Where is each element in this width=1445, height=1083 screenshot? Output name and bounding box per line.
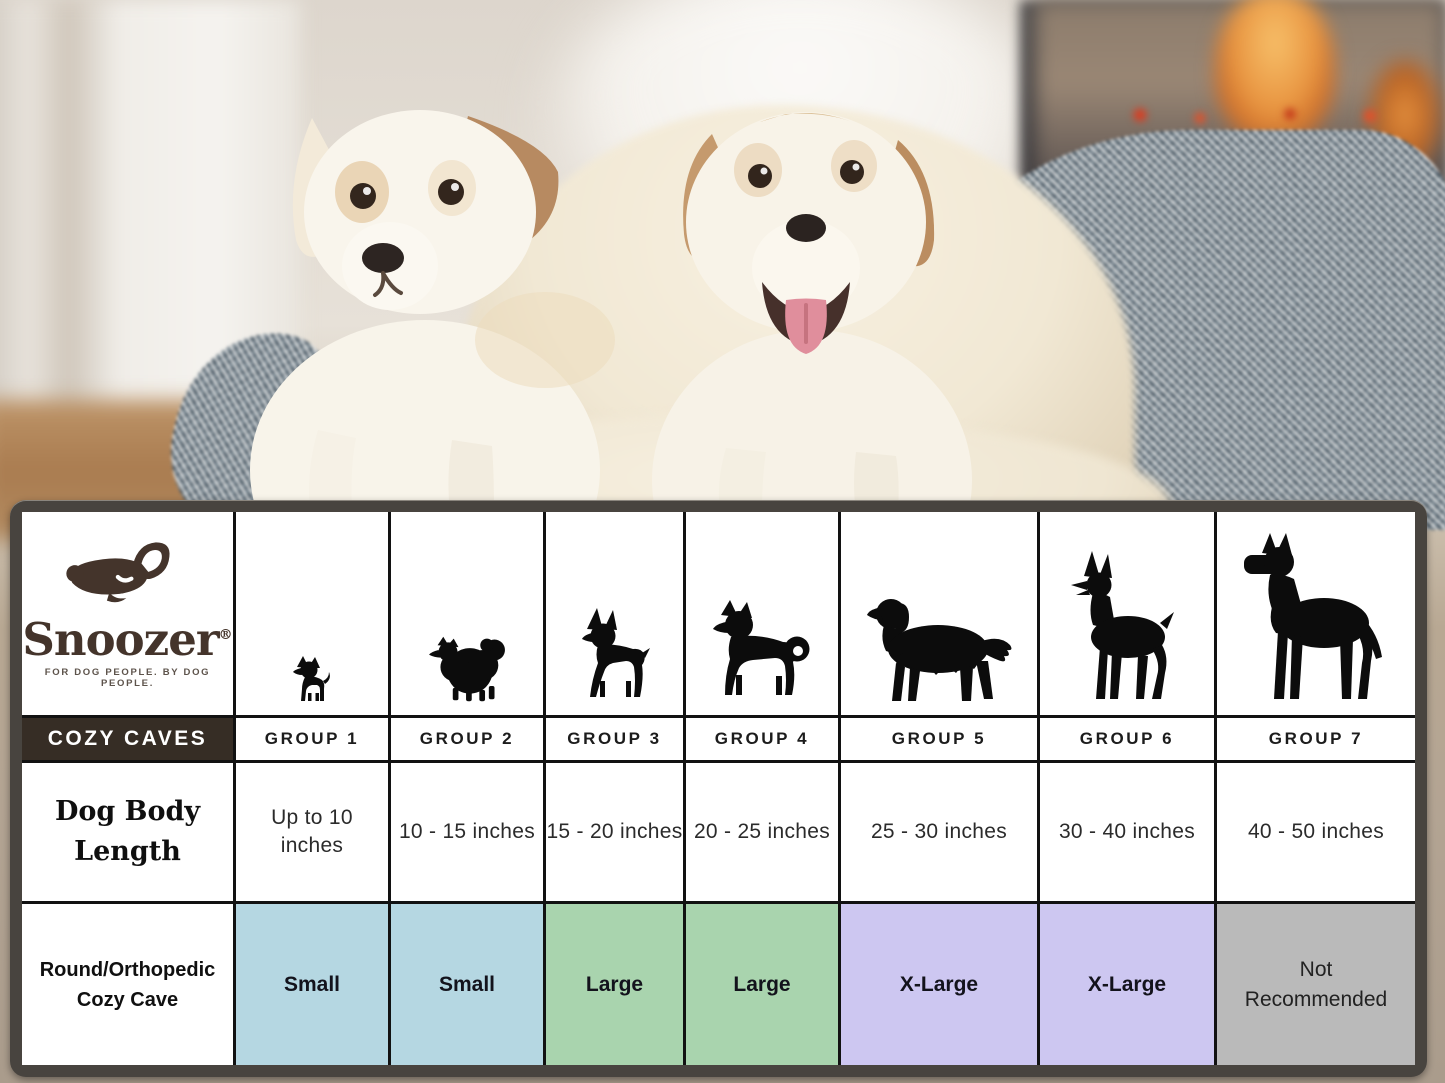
dog-cell-group-5 [841,512,1037,715]
dog-cell-group-7 [1217,512,1415,715]
size-group-5: X-Large [841,904,1037,1065]
body-length-group-2: 10 - 15 inches [391,763,543,901]
doberman-silhouette-icon [1071,551,1174,699]
brand-wordmark: Snoozer® [22,617,232,662]
body-length-group-4: 20 - 25 inches [686,763,838,901]
pomeranian-silhouette-icon [429,636,505,702]
right-dog-open-mouth [652,112,972,515]
body-length-group-5: 25 - 30 inches [841,763,1037,901]
body-length-value: Up to 10 inches [271,805,353,857]
dog-cell-group-3 [546,512,683,715]
dog-cell-group-2 [391,512,543,715]
size-group-3: Large [546,904,683,1065]
two-dogs-in-bed [250,110,972,515]
closed-eye [115,574,133,583]
row-label-dog-body-length: Dog Body Length [22,763,233,901]
group-1-header: GROUP 1 [236,718,388,760]
size-chart-grid: Snoozer® FOR DOG PEOPLE. BY DOG PEOPLE. [22,512,1415,1065]
size-group-2: Small [391,904,543,1065]
snoozer-dog-logo-icon [65,541,170,602]
size-chart: Snoozer® FOR DOG PEOPLE. BY DOG PEOPLE. [10,500,1427,1077]
brand-tagline: FOR DOG PEOPLE. BY DOG PEOPLE. [44,666,211,689]
series-header-cozy-caves: COZY CAVES [22,718,233,760]
left-dog [250,110,615,515]
chihuahua-silhouette-icon [293,656,330,701]
group-6-header: GROUP 6 [1040,718,1214,760]
golden-retriever-silhouette-icon [867,599,1012,701]
body-length-group-6: 30 - 40 inches [1040,763,1214,901]
body-length-group-1: Up to 10 inches [236,763,388,901]
dog-cell-group-4 [686,512,838,715]
dog-cell-group-1 [236,512,388,715]
size-group-6: X-Large [1040,904,1214,1065]
brand-name: Snoozer [22,612,219,666]
row-label-product: Round/Orthopedic Cozy Cave [22,904,233,1065]
group-3-header: GROUP 3 [546,718,683,760]
great-dane-silhouette-icon [1244,533,1382,699]
size-group-7: Not Recommended [1217,904,1415,1065]
group-4-header: GROUP 4 [686,718,838,760]
dog-cell-group-6 [1040,512,1214,715]
size-value: Not Recommended [1244,958,1388,1011]
shiba-inu-silhouette-icon [713,600,810,695]
group-5-header: GROUP 5 [841,718,1037,760]
group-7-header: GROUP 7 [1217,718,1415,760]
body-length-group-3: 15 - 20 inches [546,763,683,901]
registered-mark: ® [218,626,233,643]
boston-terrier-silhouette-icon [581,608,650,697]
fireplace-embers [1120,100,1420,130]
size-group-4: Large [686,904,838,1065]
group-2-header: GROUP 2 [391,718,543,760]
body-length-group-7: 40 - 50 inches [1217,763,1415,901]
size-group-1: Small [236,904,388,1065]
brand-logo-cell: Snoozer® FOR DOG PEOPLE. BY DOG PEOPLE. [22,512,233,715]
